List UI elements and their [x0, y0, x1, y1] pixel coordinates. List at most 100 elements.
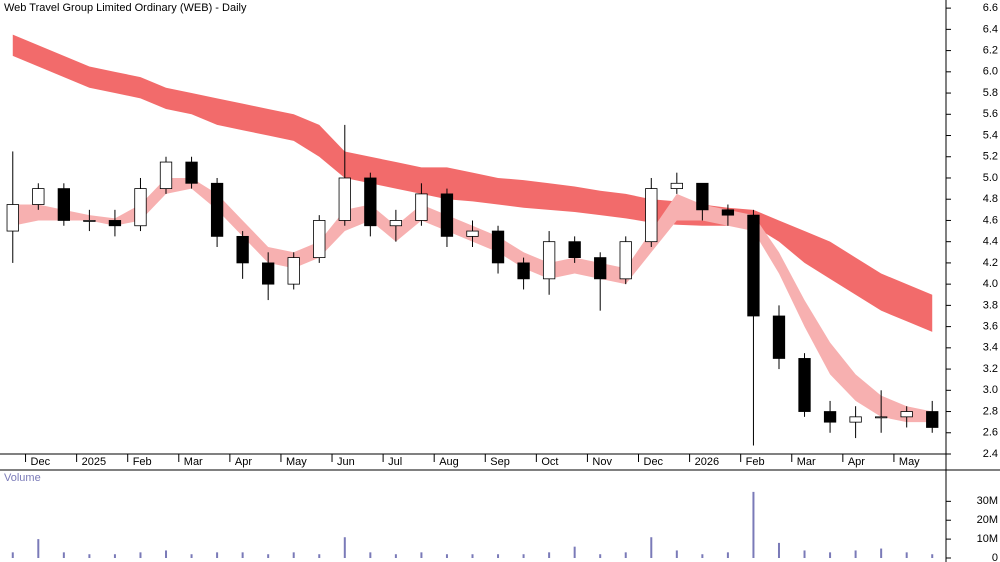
y-tick-label: 4.6 — [983, 214, 998, 226]
candle-body — [287, 257, 300, 285]
candle-body — [772, 315, 786, 359]
candle-body — [900, 411, 913, 418]
x-tick-label: Mar — [184, 456, 203, 468]
y-tick-label: 5.8 — [983, 87, 998, 99]
volume-bar — [420, 552, 423, 558]
volume-bar — [931, 554, 934, 558]
candle-body — [364, 177, 377, 227]
y-tick-label: 10M — [977, 533, 998, 545]
candle-body — [262, 262, 275, 285]
volume-bar — [726, 552, 729, 558]
volume-bar — [624, 552, 627, 558]
candle-body — [823, 411, 837, 423]
volume-bar — [573, 546, 576, 558]
volume-bar — [241, 552, 244, 558]
volume-bar — [88, 554, 91, 558]
candle-body — [721, 209, 735, 216]
volume-bar — [522, 554, 525, 558]
volume-bar — [292, 552, 295, 558]
y-tick-label: 5.0 — [983, 172, 998, 184]
candle-body — [236, 235, 249, 264]
volume-bar — [497, 554, 500, 558]
volume-bar — [394, 554, 397, 558]
volume-bar — [369, 552, 372, 558]
volume-bar — [62, 552, 65, 558]
x-tick-label: May — [899, 456, 920, 468]
candle-body — [670, 182, 683, 189]
volume-bar — [701, 554, 704, 558]
x-tick-label: 2025 — [82, 456, 106, 468]
candle-body — [338, 177, 351, 221]
candle-body — [32, 188, 45, 205]
candle-body — [440, 193, 454, 237]
volume-bar — [548, 552, 551, 558]
x-tick-label: Mar — [797, 456, 816, 468]
volume-bar — [675, 550, 678, 558]
y-tick-label: 2.4 — [983, 448, 998, 460]
candle-body — [645, 188, 658, 243]
candle-body — [568, 241, 581, 259]
y-tick-label: 2.6 — [983, 427, 998, 439]
y-tick-label: 4.4 — [983, 236, 998, 248]
volume-bar — [752, 491, 755, 558]
candle-body — [696, 182, 709, 211]
volume-bar — [445, 554, 448, 558]
volume-bar — [471, 554, 474, 558]
candle-body — [926, 411, 939, 428]
candle-body — [415, 193, 428, 221]
volume-bar — [267, 554, 270, 558]
candle-body — [849, 416, 862, 423]
x-tick-label: Sep — [490, 456, 510, 468]
candle-body — [875, 416, 888, 419]
candle-body — [747, 214, 760, 317]
candle-body — [389, 220, 403, 227]
volume-bar — [37, 539, 40, 558]
y-tick-label: 4.0 — [983, 278, 998, 290]
volume-bar — [343, 537, 346, 558]
y-tick-label: 3.8 — [983, 299, 998, 311]
y-tick-label: 6.4 — [983, 23, 998, 35]
candle-body — [542, 241, 556, 280]
volume-bar — [318, 554, 321, 558]
x-tick-label: Aug — [439, 456, 459, 468]
volume-bar — [113, 554, 116, 558]
y-tick-label: 2.8 — [983, 405, 998, 417]
x-tick-label: Nov — [592, 456, 612, 468]
y-tick-label: 5.6 — [983, 108, 998, 120]
volume-bar — [905, 552, 908, 558]
volume-bar — [803, 550, 806, 558]
x-tick-label: Dec — [31, 456, 51, 468]
y-tick-label: 6.0 — [983, 66, 998, 78]
x-tick-label: Jun — [337, 456, 355, 468]
y-tick-label: 30M — [977, 495, 998, 507]
volume-bar — [880, 548, 883, 558]
x-tick-label: May — [286, 456, 307, 468]
x-tick-label: Oct — [541, 456, 558, 468]
candle-body — [159, 161, 173, 189]
volume-bar — [11, 552, 14, 558]
volume-bar — [599, 554, 602, 558]
candle-body — [313, 220, 326, 259]
candle-body — [108, 220, 122, 227]
x-tick-label: Feb — [133, 456, 152, 468]
candle-body — [6, 204, 19, 232]
volume-bar — [139, 552, 142, 558]
candle-body — [491, 230, 505, 264]
candle-body — [57, 188, 70, 221]
volume-bar — [854, 550, 857, 558]
x-tick-label: Apr — [235, 456, 252, 468]
candle-body — [619, 241, 632, 280]
volume-bar — [165, 550, 168, 558]
candle-body — [185, 161, 198, 184]
candle-body — [517, 262, 530, 280]
x-tick-label: Dec — [644, 456, 664, 468]
x-tick-label: Apr — [848, 456, 865, 468]
y-tick-label: 5.4 — [983, 129, 998, 141]
y-tick-label: 4.8 — [983, 193, 998, 205]
y-tick-label: 4.2 — [983, 257, 998, 269]
y-tick-label: 3.4 — [983, 342, 998, 354]
y-tick-label: 3.6 — [983, 321, 998, 333]
volume-bar — [650, 537, 653, 558]
